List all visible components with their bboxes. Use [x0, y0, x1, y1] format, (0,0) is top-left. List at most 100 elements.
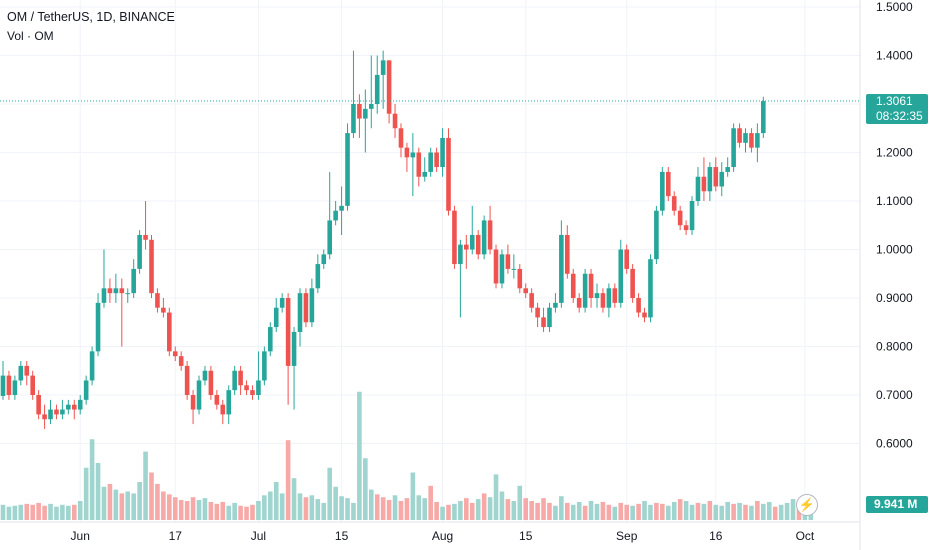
volume-bar — [594, 503, 600, 520]
x-tick-label: Sep — [616, 529, 638, 543]
volume-bar — [630, 505, 635, 520]
volume-bar — [749, 505, 754, 520]
volume-bar — [523, 498, 529, 520]
candle-body — [339, 205, 344, 211]
volume-indicator-label: Vol · OM — [7, 29, 54, 43]
volume-bar — [6, 506, 12, 520]
volume-bar — [178, 500, 184, 520]
candle-body — [553, 302, 558, 308]
volume-bar — [351, 502, 356, 520]
candle-body — [404, 147, 410, 158]
candle-body — [333, 210, 338, 221]
volume-bar — [386, 500, 392, 520]
candle-body — [54, 409, 59, 415]
candle-body — [541, 317, 546, 328]
candle-body — [238, 370, 243, 386]
volume-bar — [303, 497, 309, 520]
volume-bar — [321, 502, 327, 520]
candle-body — [618, 249, 624, 303]
volume-bar — [291, 478, 297, 520]
volume-bar — [731, 503, 736, 520]
volume-bar — [618, 502, 624, 520]
x-tick-label: Aug — [432, 529, 453, 543]
candle-body — [143, 234, 148, 240]
volume-bar — [24, 503, 30, 520]
x-tick-label: 16 — [709, 529, 723, 543]
y-tick-label: 1.2000 — [876, 146, 913, 160]
volume-bar — [565, 502, 570, 520]
volume-bar — [761, 503, 766, 520]
candle-body — [196, 380, 202, 410]
volume-bar — [250, 504, 255, 520]
candle-body — [630, 268, 635, 298]
y-tick-label: 1.1000 — [876, 194, 913, 208]
candle-body — [380, 60, 386, 75]
volume-bar — [612, 506, 618, 520]
volume-bar — [790, 499, 796, 520]
candle-body — [642, 312, 647, 318]
y-tick-label: 0.9000 — [876, 291, 913, 305]
volume-bar — [677, 499, 683, 520]
candle-body — [268, 327, 273, 352]
candle-body — [386, 60, 392, 114]
x-tick-label: 17 — [169, 529, 183, 543]
x-tick-label: 15 — [519, 529, 533, 543]
volume-bar — [547, 502, 552, 520]
volume-bar — [214, 503, 220, 520]
volume-bar — [190, 497, 196, 520]
volume-bar — [446, 504, 451, 520]
volume-bar — [285, 440, 291, 520]
candle-body — [202, 370, 208, 381]
y-tick-label: 0.8000 — [876, 340, 913, 354]
candle-body — [606, 288, 612, 308]
candle-body — [48, 409, 53, 420]
volume-bar — [380, 497, 386, 520]
volume-bar — [244, 506, 249, 520]
volume-bar — [576, 501, 582, 520]
volume-bar — [642, 501, 647, 520]
candle-body — [701, 176, 707, 192]
candle-body — [119, 288, 125, 294]
candle-body — [671, 196, 677, 211]
volume-bar — [683, 501, 689, 520]
volume-bar — [695, 502, 701, 520]
volume-bar — [517, 485, 523, 520]
x-tick-label: Oct — [796, 529, 815, 543]
volume-bar — [458, 501, 463, 520]
candle-body — [297, 293, 303, 332]
candle-body — [0, 375, 6, 396]
candle-body — [368, 104, 374, 109]
y-tick-label: 1.0000 — [876, 243, 913, 257]
candle-body — [654, 210, 659, 260]
candle-body — [576, 298, 582, 308]
volume-bar — [113, 489, 119, 520]
volume-bar — [772, 506, 778, 520]
volume-bar — [54, 506, 59, 520]
volume-bar — [48, 503, 53, 520]
volume-bar — [184, 501, 190, 520]
volume-bar — [77, 501, 83, 520]
volume-bar — [665, 505, 671, 520]
candle-body — [125, 293, 131, 295]
candle-body — [582, 273, 588, 308]
volume-bar — [220, 501, 226, 520]
candle-body — [12, 380, 18, 395]
candle-body — [493, 249, 499, 284]
volume-bar — [167, 494, 172, 520]
candle-body — [475, 234, 481, 255]
candle-body — [149, 239, 154, 294]
volume-bar — [588, 501, 594, 520]
volume-bar — [707, 501, 713, 520]
volume-bar — [12, 505, 18, 520]
candle-body — [511, 268, 517, 270]
volume-bar — [392, 495, 398, 520]
volume-bar — [737, 502, 742, 520]
lightning-icon[interactable]: ⚡ — [796, 494, 818, 516]
candle-body — [178, 356, 184, 366]
candle-body — [665, 171, 671, 197]
candle-body — [683, 225, 689, 231]
candle-body — [612, 288, 618, 303]
volume-bar — [493, 474, 499, 520]
candle-body — [291, 331, 297, 366]
